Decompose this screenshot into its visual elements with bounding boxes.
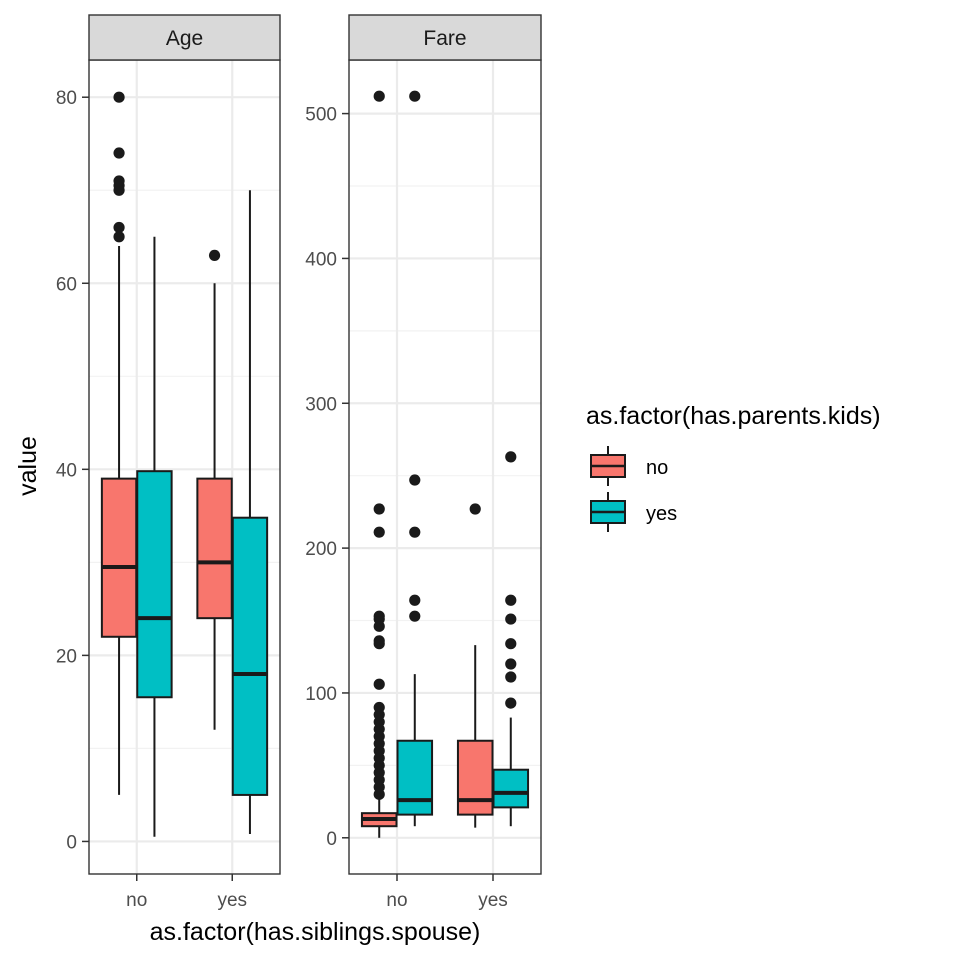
- outlier-point: [505, 697, 517, 709]
- y-tick-label: 500: [305, 105, 337, 126]
- outlier-point: [208, 249, 221, 261]
- outlier-point: [113, 231, 125, 243]
- strip-background: [348, 14, 542, 61]
- legend-keys: no yes: [590, 446, 677, 532]
- outlier-point: [469, 503, 481, 515]
- outlier-point: [373, 635, 385, 647]
- x-tick-label: no: [386, 890, 407, 911]
- legend: as.factor(has.parents.kids) no yes: [586, 402, 881, 532]
- y-tick-label: 60: [56, 274, 77, 295]
- box-iqr: [456, 739, 494, 816]
- strip-label: Fare: [423, 27, 466, 50]
- strip-background: [88, 14, 281, 61]
- outlier-point: [373, 90, 385, 102]
- outlier-point: [373, 610, 385, 622]
- x-tick-label: yes: [217, 890, 247, 911]
- y-tick-label: 0: [326, 829, 337, 850]
- legend-label: no: [646, 457, 668, 479]
- box-yes-no: [456, 503, 494, 828]
- outlier-point: [409, 610, 421, 622]
- outlier-point: [505, 451, 517, 463]
- box-no-no: [100, 91, 138, 795]
- outlier-point: [505, 671, 517, 683]
- legend-title: as.factor(has.parents.kids): [586, 402, 881, 430]
- box-iqr: [136, 470, 173, 699]
- outlier-point: [505, 658, 517, 670]
- outlier-point: [373, 701, 385, 714]
- box-iqr: [196, 477, 233, 620]
- y-tick-label: 300: [305, 394, 337, 415]
- box-iqr: [396, 739, 434, 816]
- outlier-point: [505, 594, 517, 606]
- legend-item-no: no: [590, 446, 668, 486]
- x-tick-label: yes: [478, 890, 508, 911]
- box-yes-yes: [231, 190, 269, 834]
- facet-panels: Age 0 20 40 60 80 no yes Fare 0 100 200 300 400 500 no y…: [56, 14, 542, 911]
- y-tick-label: 40: [56, 460, 77, 481]
- y-tick-label: 20: [56, 646, 77, 667]
- legend-label: yes: [646, 503, 677, 525]
- y-tick-label: 0: [66, 832, 77, 853]
- outlier-point: [373, 503, 385, 515]
- y-tick-label: 80: [56, 88, 77, 109]
- outlier-point: [409, 526, 421, 538]
- x-axis-title: as.factor(has.siblings.spouse): [150, 918, 481, 946]
- outlier-point: [373, 526, 385, 538]
- box-yes-no: [196, 249, 233, 730]
- outlier-point: [409, 474, 421, 486]
- outlier-point: [505, 613, 517, 625]
- y-tick-label: 200: [305, 539, 337, 560]
- box-no-no: [360, 90, 398, 838]
- y-tick-label: 100: [305, 684, 337, 705]
- box-yes-yes: [492, 451, 530, 827]
- legend-item-yes: yes: [590, 492, 677, 532]
- box-no-yes: [136, 236, 173, 837]
- y-axis-title: value: [14, 436, 42, 496]
- box-iqr: [231, 516, 269, 796]
- x-tick-label: no: [126, 890, 147, 911]
- box-iqr: [492, 768, 530, 809]
- outlier-point: [505, 638, 517, 650]
- outlier-point: [113, 147, 125, 159]
- box-iqr: [100, 477, 138, 638]
- outlier-point: [113, 175, 125, 187]
- strip-label: Age: [166, 27, 203, 50]
- facet-fare: Fare 0 100 200 300 400 500 no yes: [305, 14, 542, 911]
- outlier-point: [409, 594, 421, 606]
- y-tick-label: 400: [305, 249, 337, 270]
- box-no-yes: [396, 90, 434, 827]
- facet-age: Age 0 20 40 60 80 no yes: [56, 14, 281, 911]
- outlier-point: [373, 678, 385, 690]
- outlier-point: [113, 91, 125, 103]
- outlier-point: [409, 90, 421, 102]
- outlier-point: [113, 221, 125, 234]
